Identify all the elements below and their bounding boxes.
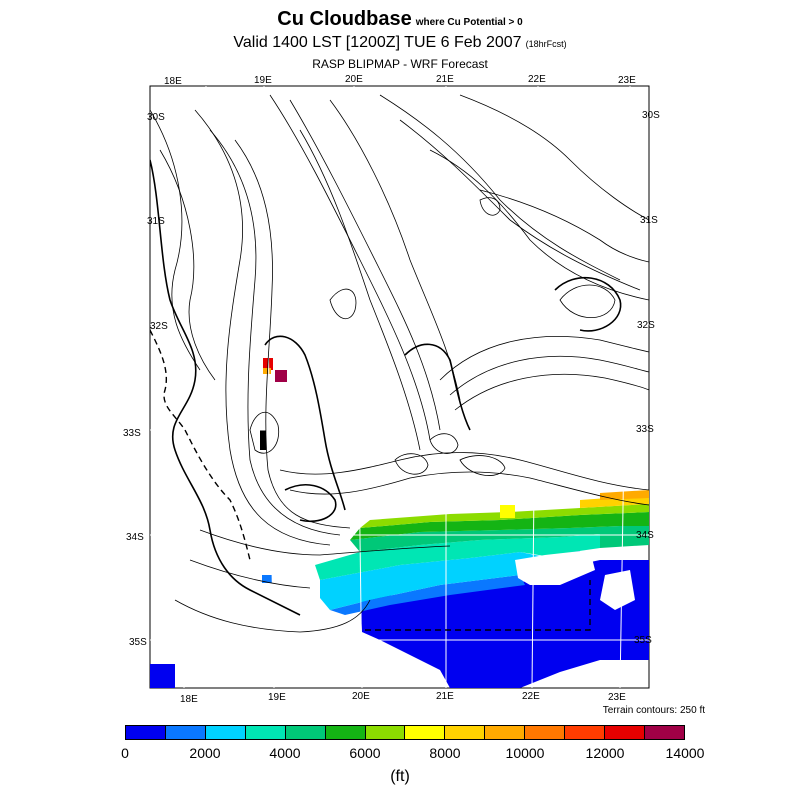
cloudbase-fill-0-1000 [360,560,649,688]
lat-left-label: 35S [129,637,147,648]
region-boundary [150,329,591,631]
terrain-contour-note: Terrain contours: 250 ft [602,705,705,716]
cloudbase-fill-2000-3000 [320,552,540,610]
lat-left-label: 30S [147,112,165,123]
lat-right-label: 32S [637,320,655,331]
colorbar-swatch [485,726,526,739]
map-title: Cu Cloudbase where Cu Potential > 0 [0,8,800,31]
lon-top-label: 22E [528,74,546,85]
colorbar-swatch [165,726,206,739]
model-name: RASP BLIPMAP - WRF Forecast [312,57,488,71]
no-cu-area-se [600,570,635,610]
lon-bottom-label: 23E [608,692,626,703]
colorbar-unit: (ft) [390,768,410,785]
graticule [150,86,649,688]
lon-top-label: 18E [164,76,182,87]
colorbar-swatch [565,726,606,739]
lon-bottom-label: 20E [352,691,370,702]
cloudbase-fill-0-1000-sw [150,664,175,688]
valid-time-text: Valid 1400 LST [1200Z] TUE 6 Feb 2007 [233,34,522,51]
cloudbase-fill-5000-6000 [350,512,649,540]
colorbar-tick-label: 14000 [665,745,705,761]
cloudbase-fill-7000-8000 [500,505,515,518]
title-main: Cu Cloudbase [277,8,412,30]
colorbar-swatch [605,726,645,739]
lat-right-label: 31S [640,215,658,226]
lon-bottom-label: 18E [180,694,198,705]
lon-top-label: 20E [345,74,363,85]
colorbar-tick-label: 8000 [429,745,461,761]
cloudbase-fill-4000-5000 [350,526,649,552]
lon-bottom-label: 22E [522,691,540,702]
lon-bottom-label: 21E [436,691,454,702]
lat-right-label: 33S [636,424,654,435]
colorbar-swatch [245,726,286,739]
coastline [150,159,622,616]
lat-left-label: 33S [123,428,141,439]
cloudbase-fill-1000-2000 [330,575,525,615]
colorbar-swatch [365,726,406,739]
cloudbase-fill-3000-4000 [315,534,600,580]
colorbar-swatch [405,726,446,739]
cloudbase-fill-9000-10000 [600,490,649,500]
colorbar-tick-label: 12000 [585,745,625,761]
cloudbase-fill-5000-6000-inland-b [260,430,266,450]
colorbar-swatch [644,726,684,739]
colorbar-swatch [445,726,486,739]
lat-left-label: 31S [147,216,165,227]
colorbar-tick-label: 2000 [189,745,221,761]
cloudbase-field [150,358,649,688]
lon-top-label: 21E [436,74,454,85]
colorbar-tick-label: 4000 [269,745,301,761]
colorbar [125,725,685,740]
lon-top-label: 19E [254,75,272,86]
colorbar-swatch [525,726,566,739]
colorbar-swatch [126,726,166,739]
colorbar-tick-label: 6000 [349,745,381,761]
colorbar-swatch [325,726,366,739]
lat-left-label: 32S [150,321,168,332]
axis-labels: 18E 19E 20E 21E 22E 23E 18E 19E 20E 21E … [123,74,660,705]
colorbar-tick-label: 0 [121,745,129,761]
cloudbase-fill-5000-6000-inland [262,575,272,583]
colorbar-swatch [285,726,326,739]
colorbar-swatch [205,726,246,739]
cloudbase-fill-10000-11000 [263,368,271,374]
lon-top-label: 23E [618,75,636,86]
cloudbase-fill-13000-14000 [275,370,287,382]
lat-right-label: 30S [642,110,660,121]
valid-time: Valid 1400 LST [1200Z] TUE 6 Feb 2007 (18… [0,34,800,52]
no-cu-area [515,550,595,585]
lon-bottom-label: 19E [268,692,286,703]
title-condition: where Cu Potential > 0 [415,17,523,28]
lat-right-label: 35S [634,635,652,646]
terrain-contours [150,94,649,633]
colorbar-tick-label: 10000 [505,745,545,761]
forecast-hour: (18hrFcst) [525,39,567,49]
lat-left-label: 34S [126,532,144,543]
lat-right-label: 34S [636,530,654,541]
